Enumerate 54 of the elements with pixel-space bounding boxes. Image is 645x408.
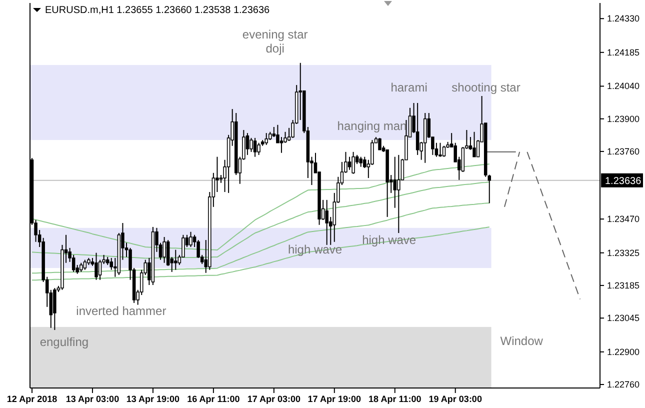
x-tick-label: 19 Apr 03:00 [428, 394, 482, 404]
candlestick [257, 142, 260, 156]
annotation: engulfing [40, 334, 89, 349]
x-tick-label: 17 Apr 03:00 [247, 394, 301, 404]
y-tick-label: 1.23185 [607, 280, 640, 290]
candlestick [94, 252, 98, 280]
candlestick [166, 240, 170, 266]
y-tick-label: 1.22760 [607, 380, 640, 390]
candlestick [189, 231, 192, 248]
candlestick [280, 136, 284, 154]
candlestick [397, 154, 400, 234]
y-tick-label: 1.23760 [607, 146, 640, 156]
candlestick [488, 174, 492, 204]
candlestick [162, 236, 166, 264]
annotation: shooting star [452, 80, 520, 95]
y-tick-label: 1.23325 [607, 248, 640, 258]
line-series [504, 151, 520, 208]
candlestick [174, 249, 178, 270]
x-tick-label: 16 Apr 11:00 [187, 394, 240, 404]
y-tick-label: 1.24330 [607, 14, 640, 24]
y-tick-label: 1.23045 [607, 313, 640, 324]
y-tick-label: 1.24040 [607, 81, 640, 92]
y-tick-label: 1.23470 [607, 214, 640, 224]
candlestick [325, 199, 328, 246]
candlestick [393, 156, 397, 208]
x-tick-label: 13 Apr 03:00 [66, 394, 120, 404]
candlestick [378, 137, 382, 150]
x-tick-label: 18 Apr 11:00 [368, 394, 422, 404]
candlestick [348, 156, 352, 170]
band-label: Window [500, 334, 544, 348]
ref-line-label: 1.23636 [605, 176, 642, 187]
candlestick [83, 259, 87, 270]
candlestick [246, 132, 250, 156]
y-tick-label: 1.23900 [607, 114, 640, 124]
candlestick [264, 132, 268, 146]
y-tick-label: 1.24185 [607, 47, 640, 58]
candlestick [438, 142, 442, 158]
candlestick [472, 131, 476, 158]
candlestick [416, 102, 420, 156]
annotation: harami [390, 80, 428, 95]
annotation: inverted hammer [76, 304, 166, 318]
candlestick [80, 262, 83, 272]
candlestick [253, 137, 257, 158]
y-tick-label: 1.22900 [607, 346, 640, 357]
line-series [526, 151, 581, 300]
x-tick-label: 13 Apr 19:00 [126, 394, 180, 404]
chart-title: EURUSD.m,H1 1.23655 1.23660 1.23538 1.23636 [45, 5, 270, 16]
x-tick-label: 12 Apr 2018 [6, 394, 58, 404]
candlestick [442, 145, 446, 158]
annotation: evening star doji [242, 28, 308, 56]
x-tick-label: 17 Apr 19:00 [308, 394, 361, 404]
candlestick [359, 156, 362, 168]
candlestick [352, 151, 355, 174]
candlestick [53, 288, 56, 330]
